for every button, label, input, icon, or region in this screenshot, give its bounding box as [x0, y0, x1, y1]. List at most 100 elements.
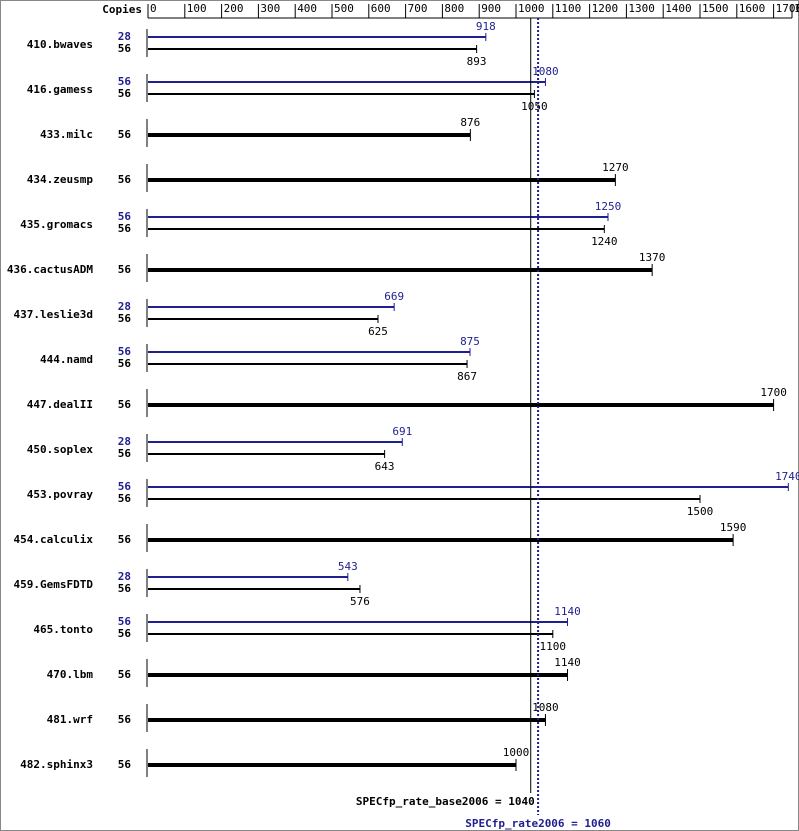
bar: [148, 178, 616, 182]
bar: [148, 36, 486, 38]
copies-label: 56: [118, 345, 132, 358]
bar: [148, 268, 653, 272]
x-tick-label: 1300: [628, 2, 655, 15]
x-tick-label: 1700: [776, 2, 799, 15]
value-label: 543: [338, 560, 358, 573]
x-tick-label: 300: [260, 2, 280, 15]
value-label: 1270: [602, 161, 629, 174]
reference-label: SPECfp_rate_base2006 = 1040: [356, 795, 535, 808]
bar: [148, 81, 546, 83]
category-label: 433.milc: [40, 128, 93, 141]
value-label: 876: [460, 116, 480, 129]
x-tick-label: 1600: [739, 2, 766, 15]
copies-label: 56: [118, 87, 132, 100]
copies-label: 56: [118, 713, 132, 726]
copies-label: 56: [118, 173, 132, 186]
category-label: 450.soplex: [27, 443, 94, 456]
category-label: 444.namd: [40, 353, 93, 366]
value-label: 643: [375, 460, 395, 473]
value-label: 1140: [554, 656, 581, 669]
value-label: 867: [457, 370, 477, 383]
copies-label: 28: [118, 570, 131, 583]
bar: [148, 453, 385, 455]
copies-header: Copies: [102, 3, 142, 16]
category-label: 437.leslie3d: [14, 308, 93, 321]
value-label: 1500: [687, 505, 714, 518]
bar: [148, 363, 468, 365]
x-tick-label: 200: [224, 2, 244, 15]
copies-label: 56: [118, 447, 132, 460]
bar: [148, 228, 605, 230]
value-label: 1100: [540, 640, 567, 653]
copies-label: 56: [118, 533, 132, 546]
bar: [148, 498, 700, 500]
value-label: 576: [350, 595, 370, 608]
bar: [148, 486, 789, 488]
category-label: 436.cactusADM: [7, 263, 93, 276]
bar: [148, 633, 553, 635]
reference-label: SPECfp_rate2006 = 1060: [465, 817, 611, 830]
copies-label: 56: [118, 210, 132, 223]
category-label: 410.bwaves: [27, 38, 93, 51]
category-label: 454.calculix: [14, 533, 94, 546]
copies-label: 56: [118, 582, 132, 595]
bar: [148, 763, 516, 767]
x-tick-label: 1000: [518, 2, 545, 15]
value-label: 1000: [503, 746, 530, 759]
x-tick-label: 900: [481, 2, 501, 15]
bar: [148, 576, 348, 578]
bar: [148, 48, 477, 50]
bar: [148, 403, 774, 407]
bar: [148, 93, 535, 95]
copies-label: 56: [118, 75, 132, 88]
value-label: 625: [368, 325, 388, 338]
bar: [148, 588, 360, 590]
category-label: 459.GemsFDTD: [14, 578, 94, 591]
category-label: 465.tonto: [33, 623, 93, 636]
copies-label: 28: [118, 300, 131, 313]
x-tick-label: 1200: [592, 2, 619, 15]
copies-label: 56: [118, 492, 132, 505]
bar: [148, 718, 546, 722]
bar: [148, 306, 395, 308]
value-label: 1700: [760, 386, 787, 399]
bar: [148, 621, 568, 623]
category-label: 447.dealII: [27, 398, 93, 411]
x-tick-label: 1500: [702, 2, 729, 15]
copies-label: 56: [118, 222, 132, 235]
bar: [148, 318, 378, 320]
value-label: 669: [384, 290, 404, 303]
copies-label: 28: [118, 435, 131, 448]
x-tick-label: 1750: [794, 2, 799, 15]
category-label: 416.gamess: [27, 83, 93, 96]
bar: [148, 216, 608, 218]
x-tick-label: 1100: [555, 2, 582, 15]
value-label: 1080: [532, 701, 559, 714]
copies-label: 56: [118, 668, 132, 681]
copies-label: 56: [118, 627, 132, 640]
bar: [148, 673, 568, 677]
copies-label: 56: [118, 128, 132, 141]
copies-label: 28: [118, 30, 131, 43]
value-label: 875: [460, 335, 480, 348]
copies-label: 56: [118, 42, 132, 55]
copies-label: 56: [118, 398, 132, 411]
value-label: 1080: [532, 65, 559, 78]
bar: [148, 538, 734, 542]
bar: [148, 441, 403, 443]
category-label: 470.lbm: [47, 668, 94, 681]
value-label: 1240: [591, 235, 618, 248]
category-label: 481.wrf: [47, 713, 93, 726]
value-label: 1050: [521, 100, 548, 113]
x-tick-label: 1400: [665, 2, 692, 15]
x-tick-label: 400: [297, 2, 317, 15]
value-label: 918: [476, 20, 496, 33]
value-label: 1140: [554, 605, 581, 618]
value-label: 1590: [720, 521, 747, 534]
category-label: 453.povray: [27, 488, 94, 501]
x-tick-label: 500: [334, 2, 354, 15]
x-tick-label: 100: [187, 2, 207, 15]
value-label: 1250: [595, 200, 622, 213]
